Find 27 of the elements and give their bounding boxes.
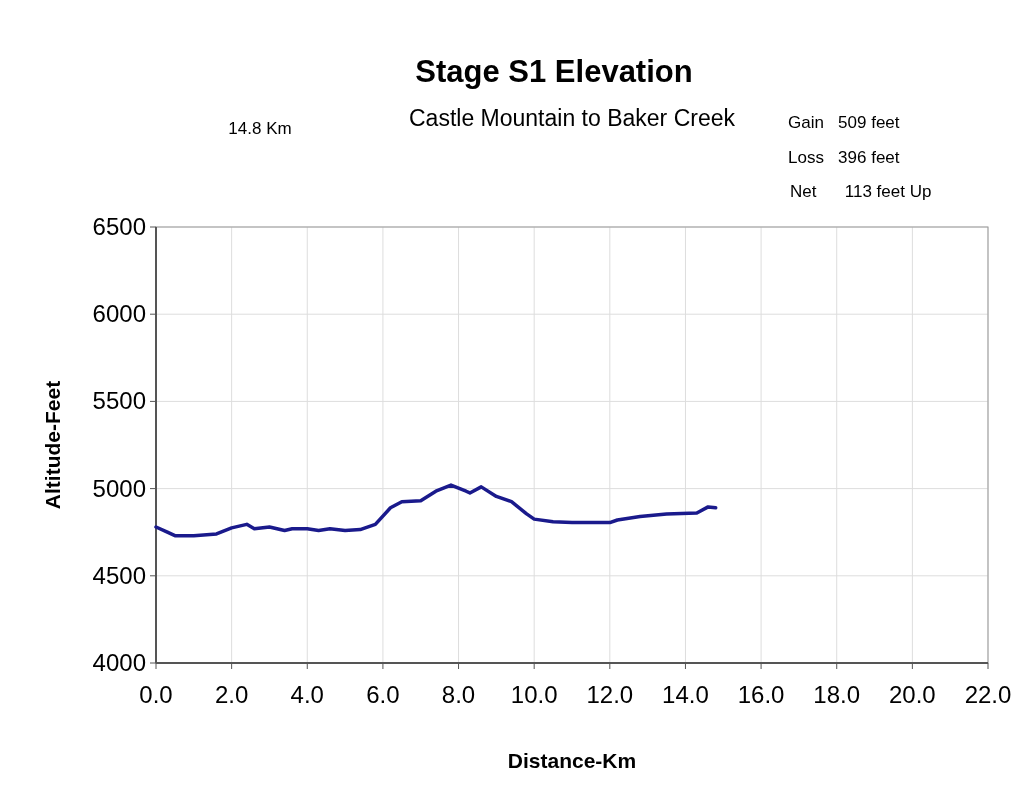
x-tick-label: 8.0: [441, 681, 476, 708]
text: 14.8 Km: [228, 119, 292, 138]
x-tick-label: 4.0: [290, 681, 324, 708]
x-tick-label: 2.0: [214, 681, 249, 708]
text: Net 113 feet Up: [790, 182, 932, 201]
y-tick-label: 6000: [92, 300, 146, 328]
x-tick-label: 12.0: [586, 681, 634, 708]
line-series: [154, 483, 718, 538]
x-tick-label: 6.0: [366, 681, 400, 708]
y-tick-label: 4500: [92, 561, 146, 589]
chart-title: Stage S1 Elevation: [415, 54, 693, 89]
y-axis-title: Altitude-Feet: [41, 380, 64, 510]
x-tick-label: 0.0: [139, 681, 173, 708]
y-tick-label: 5000: [92, 474, 146, 502]
y-tick-label: 4000: [92, 649, 146, 676]
x-tick-label: 18.0: [813, 681, 861, 708]
text: Gain 509 feet: [788, 113, 900, 132]
x-tick-label: 10.0: [510, 681, 558, 708]
x-tick-label: 14.0: [662, 681, 709, 708]
chart-subtitle: Castle Mountain to Baker Creek: [409, 105, 736, 131]
y-tick-label: 6500: [92, 213, 146, 240]
x-tick-label: 16.0: [737, 681, 785, 708]
x-tick-label: 22.0: [964, 681, 1012, 708]
x-tick-label: 20.0: [889, 681, 936, 708]
y-tick-label: 5500: [92, 387, 146, 415]
x-axis-title: Distance-Km: [507, 749, 637, 772]
text: Loss 396 feet: [788, 148, 900, 167]
